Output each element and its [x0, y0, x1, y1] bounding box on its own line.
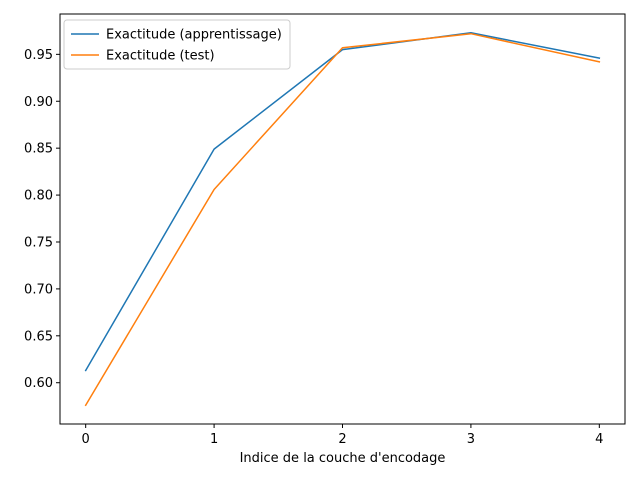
x-tick-label: 2 — [338, 432, 346, 447]
x-axis-ticks: 0 1 2 3 4 — [82, 424, 603, 447]
y-tick-label: 0.85 — [24, 142, 53, 157]
y-tick-label: 0.60 — [24, 376, 53, 391]
legend-label: Exactitude (test) — [106, 49, 215, 64]
y-tick-label: 0.95 — [24, 48, 53, 63]
y-tick-label: 0.80 — [24, 189, 53, 204]
x-tick-label: 1 — [210, 432, 218, 447]
y-tick-label: 0.75 — [24, 235, 53, 250]
y-axis-ticks: 0.60 0.65 0.70 0.75 0.80 0.85 0.90 0.95 — [24, 48, 60, 391]
y-tick-label: 0.70 — [24, 282, 53, 297]
legend: Exactitude (apprentissage) Exactitude (te… — [63, 19, 291, 70]
series-lines — [84, 32, 601, 407]
legend-box — [63, 19, 291, 70]
plot-frame — [59, 13, 626, 425]
y-tick-label: 0.90 — [24, 95, 53, 110]
x-tick-label: 4 — [595, 432, 603, 447]
legend-label: Exactitude (apprentissage) — [106, 28, 282, 43]
y-tick-label: 0.65 — [24, 329, 53, 344]
series-line — [84, 32, 601, 407]
x-axis-label: Indice de la couche d'encodage — [240, 451, 446, 466]
series-line — [84, 32, 601, 372]
x-tick-label: 3 — [467, 432, 475, 447]
x-tick-label: 0 — [82, 432, 90, 447]
